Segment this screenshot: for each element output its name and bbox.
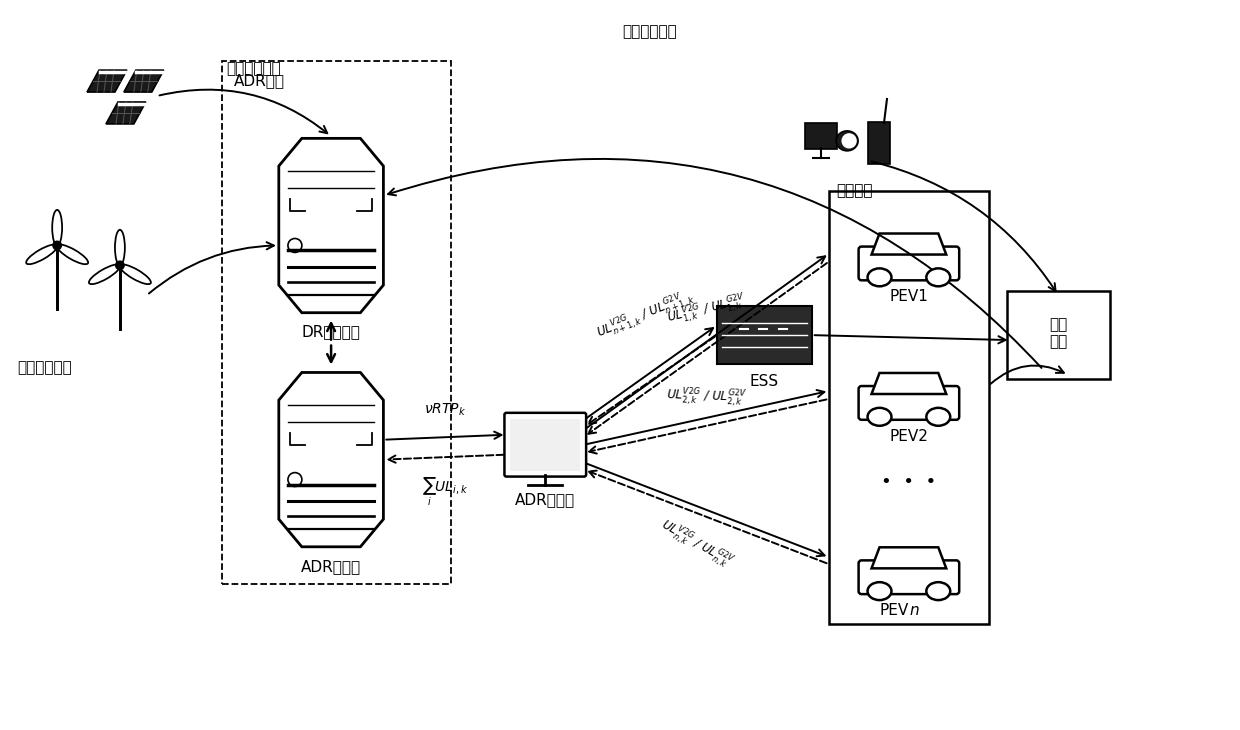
- FancyBboxPatch shape: [868, 122, 890, 164]
- Text: $\sum_i UL_{i,k}$: $\sum_i UL_{i,k}$: [422, 475, 467, 508]
- Text: ADR客户端: ADR客户端: [516, 493, 575, 507]
- Ellipse shape: [868, 582, 892, 600]
- Ellipse shape: [868, 269, 892, 286]
- Polygon shape: [872, 373, 946, 394]
- Text: PEV2: PEV2: [889, 429, 929, 444]
- Polygon shape: [87, 70, 126, 92]
- Circle shape: [842, 134, 856, 148]
- Polygon shape: [872, 548, 946, 569]
- Ellipse shape: [52, 210, 62, 245]
- FancyBboxPatch shape: [511, 419, 580, 471]
- Circle shape: [115, 261, 124, 269]
- Text: $UL_{n,k}^{V2G}$ / $UL_{n,k}^{G2V}$: $UL_{n,k}^{V2G}$ / $UL_{n,k}^{G2V}$: [656, 515, 737, 574]
- Text: $\nu RTP_k$: $\nu RTP_k$: [424, 402, 466, 418]
- Text: DR运行管理: DR运行管理: [301, 325, 361, 339]
- Ellipse shape: [926, 582, 950, 600]
- Polygon shape: [105, 102, 146, 124]
- Text: 用电信息采集: 用电信息采集: [622, 24, 677, 39]
- Ellipse shape: [89, 264, 120, 284]
- FancyBboxPatch shape: [858, 386, 960, 420]
- Text: 智能
量测: 智能 量测: [1049, 317, 1068, 350]
- FancyBboxPatch shape: [858, 561, 960, 594]
- FancyBboxPatch shape: [858, 247, 960, 280]
- FancyBboxPatch shape: [805, 123, 837, 149]
- Ellipse shape: [26, 245, 57, 264]
- Polygon shape: [279, 372, 383, 547]
- Text: $UL_{1,k}^{V2G}$ / $UL_{1,k}^{G2V}$: $UL_{1,k}^{V2G}$ / $UL_{1,k}^{G2V}$: [665, 291, 749, 330]
- Ellipse shape: [57, 245, 88, 264]
- Text: PEV1: PEV1: [889, 289, 929, 304]
- Text: $UL_{2,k}^{V2G}$ / $UL_{2,k}^{G2V}$: $UL_{2,k}^{V2G}$ / $UL_{2,k}^{G2V}$: [666, 385, 748, 410]
- Text: n: n: [910, 603, 920, 618]
- Ellipse shape: [926, 408, 950, 426]
- Polygon shape: [124, 70, 164, 92]
- Text: $UL_{n+1,k}^{V2G}$ / $UL_{n+1,k}^{G2V}$: $UL_{n+1,k}^{V2G}$ / $UL_{n+1,k}^{G2V}$: [594, 286, 698, 345]
- Ellipse shape: [120, 264, 151, 284]
- Ellipse shape: [926, 269, 950, 286]
- Text: PEV: PEV: [879, 603, 909, 618]
- Text: 光电出力采集: 光电出力采集: [227, 61, 281, 77]
- FancyBboxPatch shape: [717, 306, 812, 364]
- Ellipse shape: [836, 131, 858, 151]
- Ellipse shape: [868, 408, 892, 426]
- Text: 传统负载: 传统负载: [836, 182, 873, 198]
- Text: 风电出力采集: 风电出力采集: [17, 361, 72, 375]
- Text: ESS: ESS: [750, 374, 779, 389]
- Text: ADR系统: ADR系统: [233, 73, 284, 88]
- Text: ADR服务器: ADR服务器: [301, 558, 361, 574]
- FancyBboxPatch shape: [1007, 291, 1110, 379]
- Polygon shape: [872, 234, 946, 255]
- Circle shape: [53, 241, 62, 250]
- Text: •  •  •: • • •: [882, 473, 936, 491]
- Ellipse shape: [115, 230, 125, 266]
- Polygon shape: [279, 139, 383, 312]
- FancyBboxPatch shape: [505, 413, 587, 477]
